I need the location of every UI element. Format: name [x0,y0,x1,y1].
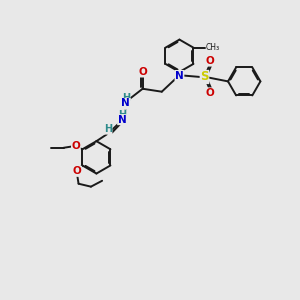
Text: O: O [206,88,215,98]
Text: O: O [71,141,80,151]
Text: O: O [206,56,215,66]
Text: S: S [200,70,209,83]
Text: H: H [104,124,112,134]
Text: N: N [118,115,126,125]
Text: N: N [175,70,184,80]
Text: O: O [138,67,147,77]
Text: O: O [73,166,82,176]
Text: H: H [122,94,130,103]
Text: CH₃: CH₃ [206,43,220,52]
Text: H: H [118,110,126,120]
Text: N: N [122,98,130,109]
